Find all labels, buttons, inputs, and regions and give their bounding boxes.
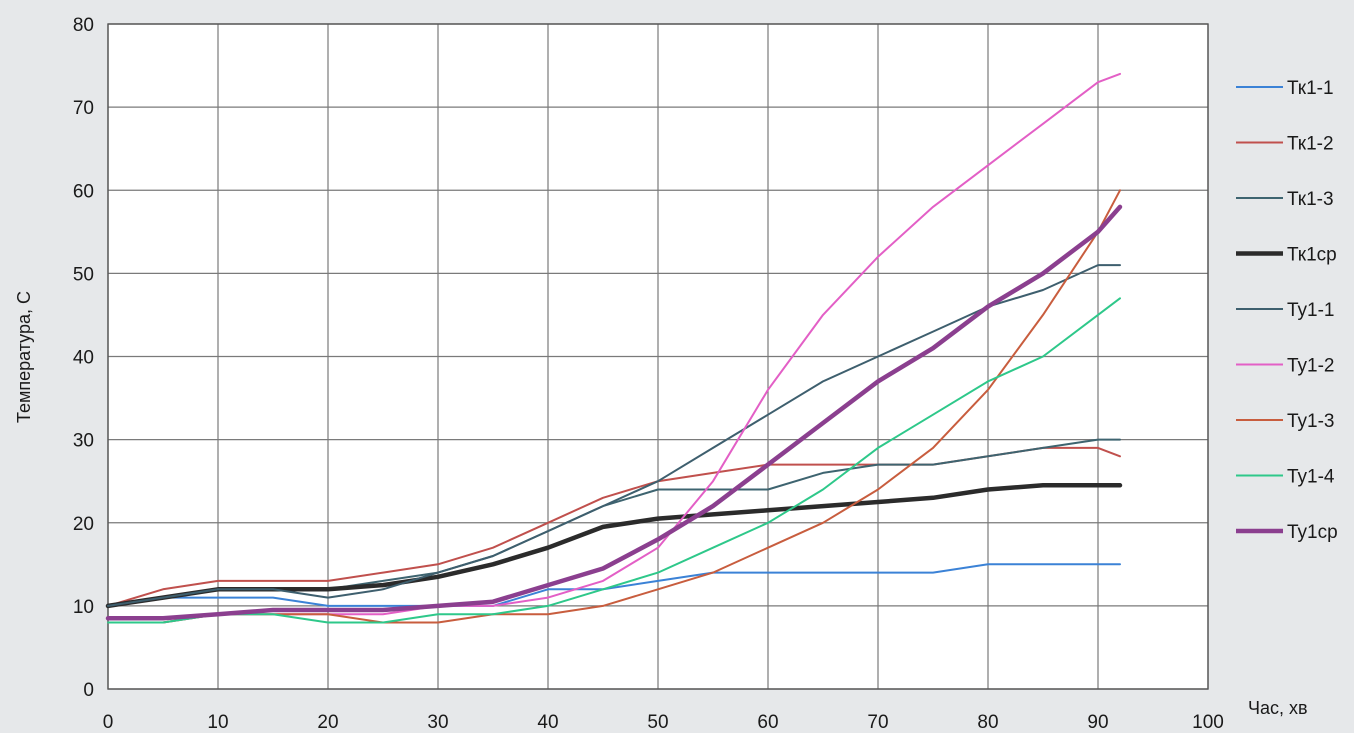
y-tick-label: 80 — [73, 15, 94, 36]
y-tick-label: 50 — [73, 264, 94, 285]
x-tick-label: 20 — [317, 712, 338, 733]
legend-label: Ту1-2 — [1287, 356, 1335, 377]
legend-item: Тк1-3 — [1236, 189, 1334, 210]
series-lines — [105, 72, 1123, 624]
x-tick-label: 40 — [537, 712, 558, 733]
x-tick-label: 0 — [103, 712, 114, 733]
x-tick-label: 80 — [977, 712, 998, 733]
series-line-Тк1-1 — [107, 563, 1121, 607]
legend-label: Ту1ср — [1287, 522, 1338, 543]
legend-item: Ту1-2 — [1236, 356, 1335, 377]
legend-label: Тк1ср — [1287, 245, 1337, 266]
legend-item: Ту1-1 — [1236, 300, 1335, 321]
x-tick-label: 50 — [647, 712, 668, 733]
x-tick-labels: 0 10 20 30 40 50 60 70 80 90 100 — [103, 712, 1224, 733]
legend-item: Тк1-2 — [1236, 134, 1334, 155]
x-axis-label: Час, хв — [1248, 698, 1308, 718]
y-tick-label: 30 — [73, 431, 94, 452]
y-tick-labels: 0 10 20 30 40 50 60 70 80 — [73, 15, 94, 701]
legend-label: Ту1-4 — [1287, 467, 1335, 488]
legend-item: Тк1-1 — [1236, 78, 1334, 99]
series-line-Тк1ср — [105, 483, 1123, 609]
y-axis-label: Температура, С — [14, 291, 34, 423]
y-tick-label: 10 — [73, 597, 94, 618]
x-tick-label: 100 — [1192, 712, 1224, 733]
legend-label: Тк1-3 — [1287, 189, 1334, 210]
x-tick-label: 60 — [757, 712, 778, 733]
y-tick-label: 60 — [73, 181, 94, 202]
legend-label: Тк1-2 — [1287, 134, 1334, 155]
y-tick-label: 20 — [73, 514, 94, 535]
y-tick-label: 70 — [73, 98, 94, 119]
grid — [107, 23, 1209, 690]
x-tick-label: 10 — [207, 712, 228, 733]
legend: Тк1-1 Тк1-2 Тк1-3 Тк1ср Ту1-1 Ту1-2 Ту1-3 Ту1-4… — [1236, 78, 1338, 543]
legend-item: Тк1ср — [1236, 245, 1337, 266]
legend-label: Ту1-1 — [1287, 300, 1335, 321]
legend-label: Тк1-1 — [1287, 78, 1334, 99]
series-line-Ту1-4 — [107, 297, 1121, 624]
y-tick-label: 40 — [73, 348, 94, 369]
plot-border — [107, 23, 1209, 690]
series-line-Ту1-3 — [107, 189, 1121, 624]
series-line-Ту1ср — [105, 204, 1123, 621]
y-tick-label: 0 — [83, 680, 94, 701]
legend-item: Ту1ср — [1236, 522, 1338, 543]
x-tick-label: 90 — [1087, 712, 1108, 733]
x-tick-label: 30 — [427, 712, 448, 733]
legend-item: Ту1-4 — [1236, 467, 1335, 488]
legend-label: Ту1-3 — [1287, 411, 1335, 432]
legend-item: Ту1-3 — [1236, 411, 1335, 432]
x-tick-label: 70 — [867, 712, 888, 733]
